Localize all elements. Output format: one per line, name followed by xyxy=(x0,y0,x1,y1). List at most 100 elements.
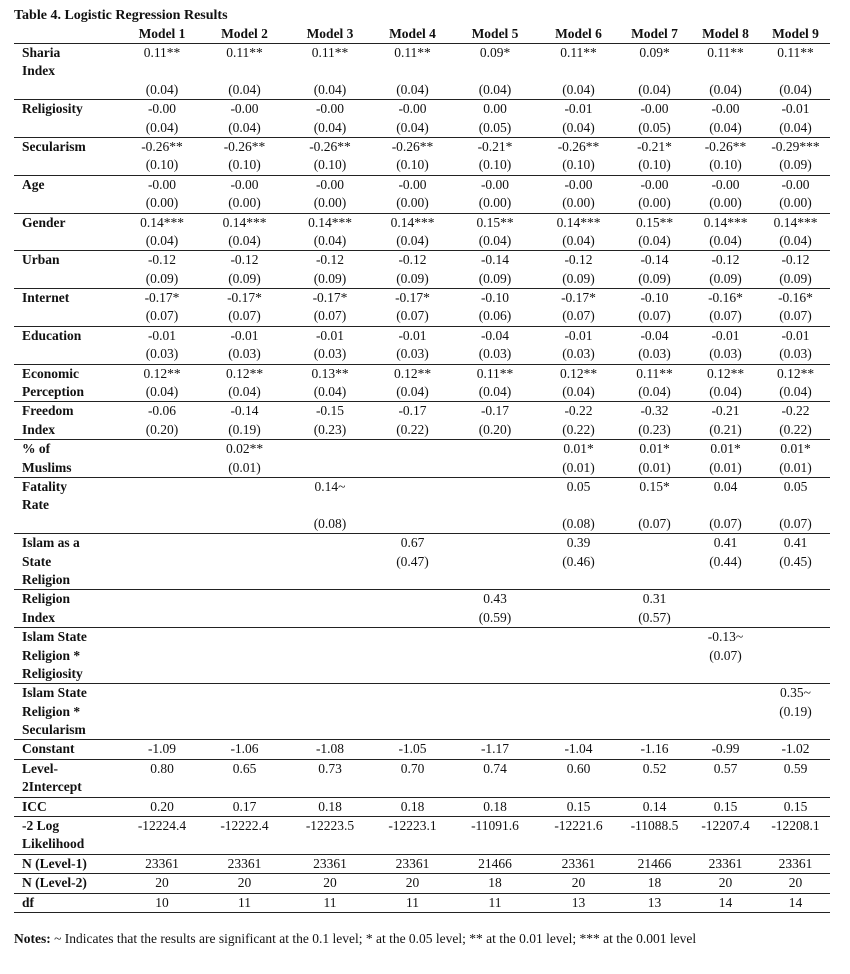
cell-line: (0.01) xyxy=(228,459,261,475)
table-notes: Notes: ~ Indicates that the results are … xyxy=(14,930,844,947)
variable-row: N (Level-1) 23361 23361 23361 23361 21466 2336… xyxy=(14,853,830,874)
model-cell: 0.14*** (0.04) xyxy=(287,212,373,251)
cell-line: (0.21) xyxy=(709,421,742,437)
coefficient-value: 23361 xyxy=(145,855,179,871)
coefficient-value: -0.13~ xyxy=(707,629,744,645)
coefficient-value: 0.12** xyxy=(143,365,181,381)
coefficient-value: 0.59 xyxy=(783,760,808,776)
cell-line: (0.04) xyxy=(562,81,595,97)
model-cell xyxy=(690,589,761,628)
coefficient-value: 14 xyxy=(788,894,803,910)
cell-line: (0.57) xyxy=(638,609,671,625)
model-cell xyxy=(619,683,690,740)
coefficient-value: 0.11** xyxy=(476,365,514,381)
cell-line xyxy=(690,721,761,739)
cell-line xyxy=(619,721,690,739)
variable-name-line: Perception xyxy=(22,384,84,400)
coefficient-value: 0.14*** xyxy=(308,214,352,230)
cell-line xyxy=(452,721,538,739)
coefficient-value: -0.22 xyxy=(781,403,810,419)
model-cell: -0.12 (0.09) xyxy=(761,250,830,289)
coefficient-value xyxy=(619,628,690,646)
variable-name-line: Religiosity xyxy=(22,101,83,117)
model-cell: -0.00 (0.04) xyxy=(122,99,202,138)
cell-line xyxy=(373,778,452,796)
coefficient-value: 0.14*** xyxy=(773,214,818,230)
coefficient-value: -0.01 xyxy=(711,327,740,343)
variable-name-line: Fatality xyxy=(22,478,67,494)
cell-line: (0.04) xyxy=(478,384,512,400)
cell-line xyxy=(761,721,830,739)
coefficient-value xyxy=(538,684,619,702)
model-cell xyxy=(619,627,690,684)
model-cell: -1.09 xyxy=(122,739,202,760)
coefficient-value: 0.11** xyxy=(394,45,431,60)
variable-name-line: Index xyxy=(22,421,56,437)
model-cell: 0.39 (0.46) xyxy=(538,533,619,590)
model-cell: -0.01 (0.03) xyxy=(538,325,619,365)
model-cell: 0.01* (0.01) xyxy=(690,439,761,478)
model-cell: 0.01* (0.01) xyxy=(761,439,830,478)
model-cell xyxy=(452,439,538,478)
coefficient-value: -0.00 xyxy=(398,176,427,192)
variable-name: ICC xyxy=(14,796,122,817)
model-cell xyxy=(690,683,761,740)
model-cell: 23361 xyxy=(761,853,830,874)
variable-row: Secularism -0.26** (0.10) -0.26** (0.10) -0.2… xyxy=(14,136,830,176)
model-cell: 0.41 (0.45) xyxy=(761,533,830,590)
model-cell: 0.67 (0.47) xyxy=(373,533,452,590)
model-cell: 21466 xyxy=(452,853,538,874)
cell-line xyxy=(122,665,202,683)
coefficient-value: 0.01* xyxy=(563,441,594,457)
coefficient-value: -0.00 xyxy=(315,176,345,192)
variable-row: Education -0.01 (0.03) -0.01 (0.03) -0.01 (0.0… xyxy=(14,325,830,365)
coefficient-value xyxy=(202,478,287,496)
model-cell: -0.10 (0.06) xyxy=(452,288,538,327)
model-cell xyxy=(202,683,287,740)
coefficient-value: 0.12** xyxy=(393,365,432,381)
model-cell: -0.12 (0.09) xyxy=(690,250,761,289)
coefficient-value: -0.00 xyxy=(711,176,740,192)
coefficient-value: 0.11** xyxy=(707,45,744,60)
coefficient-value: 0.15** xyxy=(635,214,674,230)
coefficient-value: 0.14*** xyxy=(390,214,435,230)
coefficient-value: 0.05 xyxy=(566,478,591,494)
model-cell: 0.73 xyxy=(287,758,373,798)
variable-name-line: ICC xyxy=(22,798,47,814)
notes-label: Notes: xyxy=(14,931,51,946)
cell-line xyxy=(538,721,619,739)
coefficient-value: 10 xyxy=(155,894,169,910)
cell-line: (0.19) xyxy=(779,703,812,719)
coefficient-value: -0.00 xyxy=(781,176,810,192)
coefficient-value: -0.00 xyxy=(230,101,259,117)
coefficient-value: -0.12 xyxy=(147,252,177,268)
cell-line xyxy=(761,571,830,589)
cell-line: (0.00) xyxy=(145,195,179,211)
variable-name: Freedom Index xyxy=(14,401,122,440)
cell-line xyxy=(538,609,619,627)
cell-line xyxy=(690,665,761,683)
cell-line: (0.08) xyxy=(313,515,347,531)
coefficient-value xyxy=(373,590,452,608)
variable-row: -2 Log Likelihood -12224.4 -12222.4 -12223.5… xyxy=(14,816,830,855)
variable-name-line: State xyxy=(22,553,52,569)
header-blank xyxy=(14,25,122,44)
variable-name-line: Secularism xyxy=(22,722,86,738)
cell-line xyxy=(373,609,452,627)
model-cell: -0.15 (0.23) xyxy=(287,401,373,440)
model-cell xyxy=(202,533,287,590)
model-cell: -11091.6 xyxy=(452,816,538,855)
model-cell: -0.12 (0.09) xyxy=(287,250,373,289)
cell-line: (0.09) xyxy=(779,157,812,173)
cell-line: (0.04) xyxy=(228,81,261,97)
model-cell xyxy=(202,476,287,534)
cell-line xyxy=(202,835,287,853)
cell-line xyxy=(202,721,287,739)
cell-line xyxy=(287,496,373,514)
coefficient-value: 0.11** xyxy=(311,45,349,60)
cell-line xyxy=(690,835,761,853)
model-header: Model 4 xyxy=(389,26,436,41)
cell-line xyxy=(761,778,830,796)
coefficient-value: 20 xyxy=(571,875,586,891)
model-cell: 0.80 xyxy=(122,758,202,798)
